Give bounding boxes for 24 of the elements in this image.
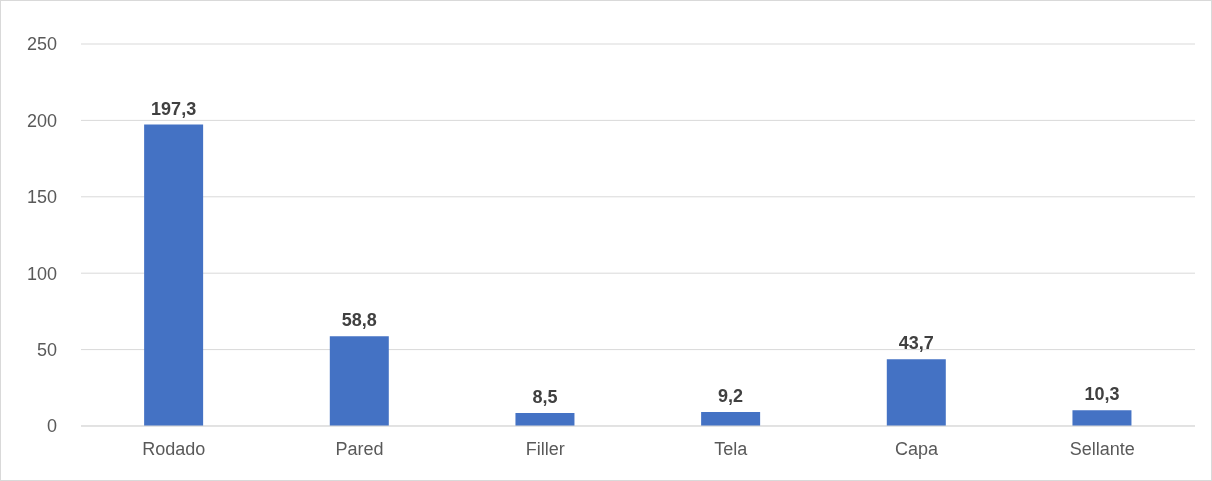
bar	[144, 124, 204, 426]
x-tick-label: Rodado	[142, 438, 206, 459]
x-tick-label: Tela	[714, 438, 749, 459]
y-tick-label: 150	[26, 187, 57, 208]
bar	[886, 359, 946, 426]
data-label: 8,5	[532, 387, 558, 408]
y-tick-label: 0	[46, 416, 57, 437]
bar	[701, 411, 761, 426]
bar	[515, 413, 575, 426]
data-label: 43,7	[898, 333, 934, 354]
y-tick-label: 50	[36, 339, 57, 360]
x-tick-label: Filler	[525, 438, 565, 459]
x-tick-label: Pared	[335, 438, 384, 459]
bar	[329, 336, 389, 426]
data-label: 58,8	[341, 310, 377, 331]
data-label: 197,3	[151, 98, 197, 119]
x-tick-label: Capa	[894, 438, 939, 459]
x-tick-label: Sellante	[1069, 438, 1135, 459]
data-label: 10,3	[1084, 384, 1120, 405]
y-tick-label: 100	[26, 263, 57, 284]
y-tick-label: 250	[26, 34, 57, 55]
y-tick-label: 200	[26, 110, 57, 131]
bar	[1072, 410, 1132, 426]
data-label: 9,2	[718, 385, 744, 406]
